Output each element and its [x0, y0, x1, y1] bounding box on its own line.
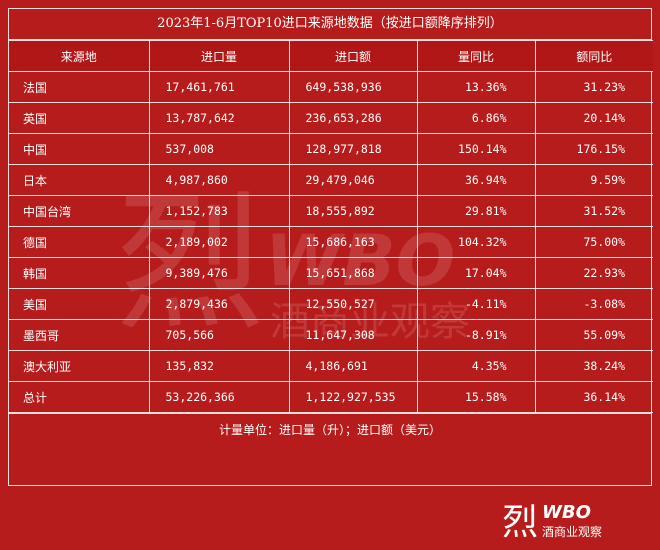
volume-cell: 13,787,642 — [148, 102, 290, 134]
origin-cell: 韩国 — [9, 257, 150, 289]
table-row: 墨西哥 705,566 11,647,308 -8.91% 55.09% — [9, 319, 653, 351]
total-volume-yoy: 15.58% — [416, 381, 536, 413]
value-yoy-cell: 31.23% — [534, 71, 653, 103]
total-label: 总计 — [9, 381, 150, 413]
header-volume-yoy: 量同比 — [416, 40, 536, 72]
svg-text:烈: 烈 — [502, 502, 538, 542]
value-cell: 649,538,936 — [288, 71, 418, 103]
table-row: 韩国 9,389,476 15,651,868 17.04% 22.93% — [9, 257, 653, 289]
volume-cell: 9,389,476 — [148, 257, 290, 289]
brand-logo: 烈 WBO 酒商业观察 — [502, 502, 602, 542]
value-yoy-cell: 20.14% — [534, 102, 653, 134]
origin-cell: 中国台湾 — [9, 195, 150, 227]
origin-cell: 美国 — [9, 288, 150, 320]
volume-yoy-cell: -4.11% — [416, 288, 536, 320]
unit-note: 计量单位：进口量（升）；进口额（美元） — [9, 413, 651, 447]
value-yoy-cell: 9.59% — [534, 164, 653, 196]
volume-yoy-cell: 4.35% — [416, 350, 536, 382]
svg-text:WBO: WBO — [542, 502, 591, 523]
volume-yoy-cell: 150.14% — [416, 133, 536, 165]
origin-cell: 德国 — [9, 226, 150, 258]
total-value: 1,122,927,535 — [288, 381, 418, 413]
volume-cell: 2,189,002 — [148, 226, 290, 258]
origin-cell: 日本 — [9, 164, 150, 196]
volume-cell: 4,987,860 — [148, 164, 290, 196]
origin-cell: 墨西哥 — [9, 319, 150, 351]
origin-cell: 英国 — [9, 102, 150, 134]
value-cell: 236,653,286 — [288, 102, 418, 134]
header-volume: 进口量 — [148, 40, 290, 72]
value-cell: 12,550,527 — [288, 288, 418, 320]
value-cell: 29,479,046 — [288, 164, 418, 196]
value-yoy-cell: 176.15% — [534, 133, 653, 165]
volume-yoy-cell: 6.86% — [416, 102, 536, 134]
volume-cell: 17,461,761 — [148, 71, 290, 103]
value-cell: 4,186,691 — [288, 350, 418, 382]
value-cell: 15,686,163 — [288, 226, 418, 258]
data-table-panel: 2023年1-6月TOP10进口来源地数据（按进口额降序排列） 来源地 进口量 … — [8, 8, 653, 486]
header-value-yoy: 额同比 — [534, 40, 653, 72]
total-row: 总计 53,226,366 1,122,927,535 15.58% 36.14% — [9, 381, 653, 413]
import-table: 来源地 进口量 进口额 量同比 额同比 法国 17,461,761 649,538,… — [9, 40, 653, 413]
value-cell: 11,647,308 — [288, 319, 418, 351]
origin-cell: 澳大利亚 — [9, 350, 150, 382]
value-yoy-cell: 38.24% — [534, 350, 653, 382]
table-row: 英国 13,787,642 236,653,286 6.86% 20.14% — [9, 102, 653, 134]
header-origin: 来源地 — [9, 40, 150, 72]
table-row: 法国 17,461,761 649,538,936 13.36% 31.23% — [9, 71, 653, 103]
volume-yoy-cell: 36.94% — [416, 164, 536, 196]
value-cell: 128,977,818 — [288, 133, 418, 165]
origin-cell: 法国 — [9, 71, 150, 103]
volume-cell: 2,879,436 — [148, 288, 290, 320]
volume-yoy-cell: 13.36% — [416, 71, 536, 103]
value-cell: 18,555,892 — [288, 195, 418, 227]
header-value: 进口额 — [288, 40, 418, 72]
table-row: 美国 2,879,436 12,550,527 -4.11% -3.08% — [9, 288, 653, 320]
value-cell: 15,651,868 — [288, 257, 418, 289]
volume-yoy-cell: 104.32% — [416, 226, 536, 258]
table-row: 德国 2,189,002 15,686,163 104.32% 75.00% — [9, 226, 653, 258]
volume-yoy-cell: 29.81% — [416, 195, 536, 227]
value-yoy-cell: 75.00% — [534, 226, 653, 258]
table-row: 中国 537,008 128,977,818 150.14% 176.15% — [9, 133, 653, 165]
total-volume: 53,226,366 — [148, 381, 290, 413]
value-yoy-cell: 22.93% — [534, 257, 653, 289]
volume-cell: 135,832 — [148, 350, 290, 382]
table-row: 中国台湾 1,152,783 18,555,892 29.81% 31.52% — [9, 195, 653, 227]
volume-cell: 1,152,783 — [148, 195, 290, 227]
origin-cell: 中国 — [9, 133, 150, 165]
total-value-yoy: 36.14% — [534, 381, 653, 413]
table-title: 2023年1-6月TOP10进口来源地数据（按进口额降序排列） — [9, 9, 651, 40]
value-yoy-cell: 31.52% — [534, 195, 653, 227]
svg-text:酒商业观察: 酒商业观察 — [542, 524, 602, 539]
volume-cell: 537,008 — [148, 133, 290, 165]
value-yoy-cell: 55.09% — [534, 319, 653, 351]
table-row: 澳大利亚 135,832 4,186,691 4.35% 38.24% — [9, 350, 653, 382]
volume-yoy-cell: -8.91% — [416, 319, 536, 351]
header-row: 来源地 进口量 进口额 量同比 额同比 — [9, 40, 653, 72]
volume-cell: 705,566 — [148, 319, 290, 351]
volume-yoy-cell: 17.04% — [416, 257, 536, 289]
value-yoy-cell: -3.08% — [534, 288, 653, 320]
table-row: 日本 4,987,860 29,479,046 36.94% 9.59% — [9, 164, 653, 196]
